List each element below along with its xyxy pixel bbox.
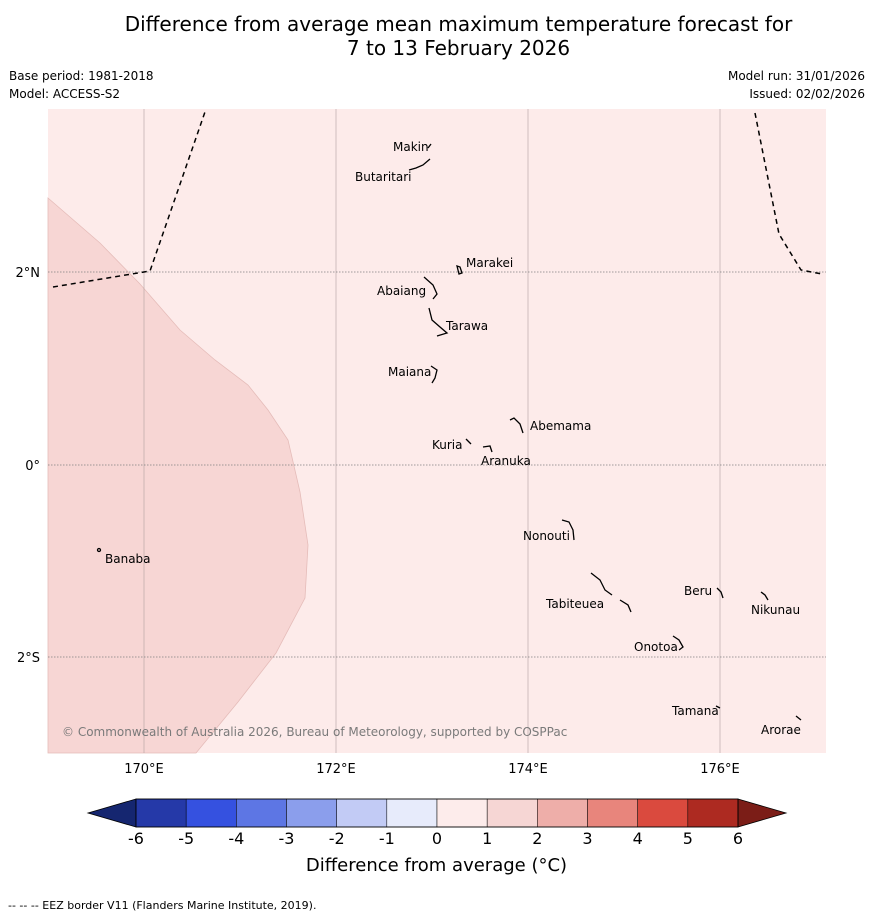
title-line-2: 7 to 13 February 2026	[346, 36, 571, 60]
colorbar-tick-label: 4	[633, 829, 643, 848]
warm-anomaly-region	[47, 197, 309, 754]
colorbar-segment	[135, 798, 187, 828]
island-arorae	[795, 715, 802, 721]
copyright-notice: © Commonwealth of Australia 2026, Bureau…	[62, 725, 567, 739]
colorbar-ticks: -6 -5 -4 -3 -2 -1 0 1 2 3 4 5 6	[128, 829, 743, 848]
label-tabiteuea: Tabiteuea	[545, 597, 604, 611]
base-period: Base period: 1981-2018	[9, 69, 154, 83]
island-banaba	[96, 547, 102, 553]
colorbar-segment	[486, 798, 538, 828]
label-beru: Beru	[684, 584, 712, 598]
island-butaritari	[408, 158, 431, 171]
colorbar-segment	[386, 798, 438, 828]
colorbar-label: Difference from average (°C)	[305, 855, 568, 876]
colorbar-tick-label: -5	[178, 829, 194, 848]
eez-border-east	[754, 112, 823, 275]
lat-label-2n: 2°N	[16, 266, 41, 281]
meridians	[143, 109, 721, 753]
label-arorae: Arorae	[761, 723, 801, 737]
island-kuria	[465, 438, 472, 445]
eez-legend-note: -- -- -- EEZ border V11 (Flanders Marine…	[8, 899, 317, 912]
colorbar-segment	[537, 798, 588, 828]
place-labels: Makin Butaritari Marakei Abaiang Tarawa …	[105, 140, 801, 737]
colorbar-tick-label: 6	[733, 829, 743, 848]
island-aranuka	[482, 445, 493, 453]
label-nikunau: Nikunau	[751, 603, 800, 617]
colorbar: -6 -5 -4 -3 -2 -1 0 1 2 3 4 5 6	[86, 798, 788, 848]
island-tabiteuea	[590, 572, 632, 613]
label-abemama: Abemama	[530, 419, 591, 433]
model-name: Model: ACCESS-S2	[9, 87, 121, 101]
colorbar-tick-label: 0	[432, 829, 442, 848]
label-maiana: Maiana	[388, 365, 431, 379]
islands	[96, 143, 802, 721]
lon-label-176e: 176°E	[700, 762, 740, 777]
colorbar-segments	[135, 798, 739, 828]
lon-label-174e: 174°E	[508, 762, 548, 777]
lat-label-0: 0°	[25, 459, 40, 474]
island-nikunau	[760, 591, 769, 601]
colorbar-tick-label: -3	[279, 829, 295, 848]
title-line-1: Difference from average mean maximum tem…	[124, 12, 793, 36]
lat-label-2s: 2°S	[17, 651, 40, 666]
island-marakei	[456, 265, 463, 275]
island-nonouti	[561, 519, 575, 541]
label-nonouti: Nonouti	[523, 529, 570, 543]
island-tarawa	[428, 307, 449, 337]
island-beru	[716, 587, 724, 599]
meta-right: Model run: 31/01/2026 Issued: 02/02/2026	[728, 67, 865, 103]
latitude-labels: 2°N 0° 2°S	[16, 266, 41, 666]
colorbar-tick-label: 1	[482, 829, 492, 848]
longitude-labels: 170°E 172°E 174°E 176°E	[124, 762, 740, 777]
parallels	[48, 271, 826, 658]
colorbar-segment	[236, 798, 287, 828]
colorbar-segment	[687, 798, 739, 828]
label-banaba: Banaba	[105, 552, 151, 566]
colorbar-tick-label: -1	[379, 829, 395, 848]
colorbar-under-arrow	[86, 798, 137, 828]
eez-borders	[52, 108, 823, 288]
colorbar-segment	[286, 798, 337, 828]
label-onotoa: Onotoa	[634, 640, 678, 654]
colorbar-tick-label: 2	[532, 829, 542, 848]
colorbar-segment	[436, 798, 488, 828]
lon-label-170e: 170°E	[124, 762, 164, 777]
colorbar-over-arrow	[737, 798, 788, 828]
lon-label-172e: 172°E	[316, 762, 356, 777]
label-makin: Makin	[393, 140, 429, 154]
island-makin	[427, 143, 432, 149]
label-butaritari: Butaritari	[355, 170, 412, 184]
island-abaiang	[423, 276, 438, 300]
colorbar-tick-label: -4	[228, 829, 244, 848]
island-abemama	[509, 417, 524, 434]
colorbar-segment	[336, 798, 388, 828]
label-aranuka: Aranuka	[481, 454, 531, 468]
island-onotoa	[672, 635, 684, 651]
colorbar-tick-label: 5	[683, 829, 693, 848]
colorbar-tick-label: 3	[582, 829, 592, 848]
label-marakei: Marakei	[466, 256, 513, 270]
colorbar-frame	[135, 798, 739, 828]
colorbar-segment	[587, 798, 638, 828]
colorbar-tick-label: -6	[128, 829, 144, 848]
chart-title: Difference from average mean maximum tem…	[0, 12, 873, 60]
model-run: Model run: 31/01/2026	[727, 69, 865, 83]
colorbar-tick-label: -2	[329, 829, 345, 848]
island-tamana	[715, 705, 721, 709]
label-tarawa: Tarawa	[445, 319, 488, 333]
colorbar-segment	[185, 798, 237, 828]
colorbar-segment	[637, 798, 689, 828]
label-tamana: Tamana	[671, 704, 719, 718]
island-maiana	[430, 365, 438, 384]
issued-date: Issued: 02/02/2026	[749, 87, 865, 101]
meta-left: Base period: 1981-2018 Model: ACCESS-S2	[9, 67, 154, 103]
label-abaiang: Abaiang	[377, 284, 426, 298]
label-kuria: Kuria	[432, 438, 463, 452]
